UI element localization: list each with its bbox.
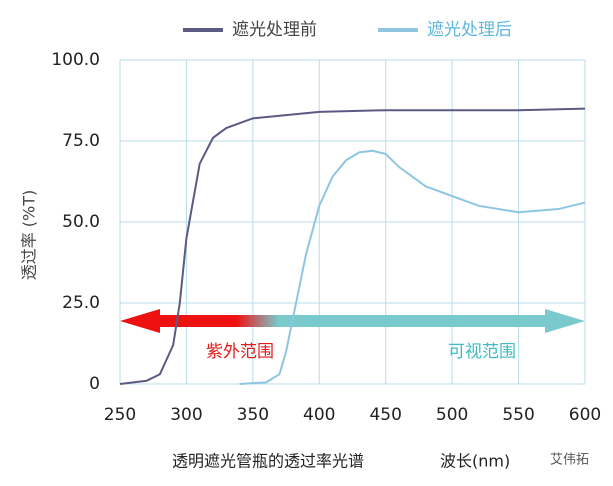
range-arrow: [120, 309, 585, 333]
x-tick-label: 500: [436, 405, 468, 425]
y-tick-label: 50.0: [62, 212, 100, 232]
uv-label: 紫外范围: [206, 342, 274, 362]
x-tick-label: 550: [502, 405, 534, 425]
y-tick-label: 25.0: [62, 293, 100, 313]
y-tick-label: 100.0: [51, 50, 100, 70]
x-tick-label: 250: [104, 405, 136, 425]
legend-label: 遮光处理后: [427, 20, 512, 40]
x-tick-label: 400: [303, 405, 335, 425]
x-tick-label: 350: [237, 405, 269, 425]
y-axis-label: 透过率 (%T): [20, 190, 39, 281]
y-tick-label: 75.0: [62, 131, 100, 151]
x-tick-label: 600: [569, 405, 601, 425]
x-tick-label: 300: [170, 405, 202, 425]
x-tick-label: 450: [369, 405, 401, 425]
series-line: [239, 149, 586, 385]
legend-label: 遮光处理前: [232, 20, 317, 40]
series-line: [119, 107, 586, 385]
visible-label: 可视范围: [448, 342, 516, 362]
chart-title: 透明遮光管瓶的透过率光谱: [172, 452, 364, 471]
x-axis-label: 波长(nm): [440, 452, 510, 471]
watermark: 艾伟拓: [550, 453, 589, 468]
y-tick-label: 0: [89, 374, 100, 394]
